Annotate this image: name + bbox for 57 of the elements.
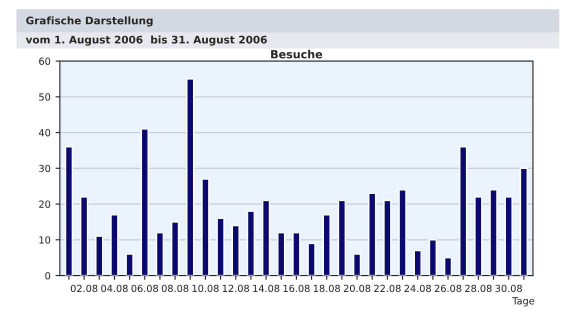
x-tick-label: 20.08 (344, 284, 370, 292)
x-tick-label: 16.08 (284, 284, 310, 292)
x-tick-label: 26.08 (434, 284, 462, 292)
bar (489, 189, 498, 276)
bar (95, 236, 104, 276)
x-tick-label: 24.08 (404, 284, 431, 292)
bar (338, 200, 346, 276)
bar (459, 146, 468, 276)
bar (186, 78, 194, 276)
bar (201, 178, 210, 276)
bar (307, 242, 316, 276)
bar (520, 168, 528, 276)
y-tick-label: 50 (39, 93, 50, 101)
y-tick-label: 0 (45, 272, 50, 280)
bar (383, 200, 392, 276)
bar (170, 221, 180, 276)
bar (277, 232, 286, 276)
x-tick-label: 22.08 (374, 284, 401, 292)
y-tick-label: 40 (38, 129, 50, 136)
bar (368, 192, 376, 276)
bar (322, 214, 331, 276)
bar (156, 232, 164, 276)
y-tick-label: 10 (40, 236, 50, 244)
x-tick-label: 28.08 (465, 284, 492, 292)
x-axis-title: Tage (512, 297, 534, 306)
bar (110, 214, 119, 276)
chart-title: Besuche (271, 50, 322, 58)
bar (80, 196, 88, 276)
y-tick-label: 60 (39, 58, 50, 65)
text: vom 1. August 2006 bis 31. August 2006 (26, 36, 267, 46)
bar (292, 232, 301, 276)
bar (504, 196, 513, 276)
bar (444, 256, 452, 276)
bar (216, 218, 225, 276)
bar (428, 239, 437, 276)
x-tick-label: 10.08 (192, 284, 219, 292)
bar (262, 200, 270, 276)
x-tick-label: 04.08 (101, 284, 128, 292)
bar (125, 253, 134, 276)
x-tick-label: 18.08 (314, 284, 340, 292)
bar (414, 250, 422, 276)
x-tick-label: 14.08 (253, 284, 280, 292)
bar (232, 224, 240, 276)
y-tick-label: 20 (39, 200, 50, 208)
bar (64, 146, 74, 276)
x-tick-label: 12.08 (222, 284, 249, 292)
bar (352, 253, 362, 276)
y-tick-label: 30 (39, 164, 50, 172)
text: Grafische Darstellung (26, 16, 153, 27)
bar (246, 210, 256, 276)
bar (474, 196, 482, 276)
x-tick-label: 08.08 (162, 284, 188, 292)
bar (398, 189, 407, 276)
x-tick-label: 06.08 (131, 284, 158, 292)
x-tick-label: 02.08 (70, 284, 98, 292)
bar (140, 128, 149, 276)
x-tick-label: 30.08 (496, 284, 522, 292)
